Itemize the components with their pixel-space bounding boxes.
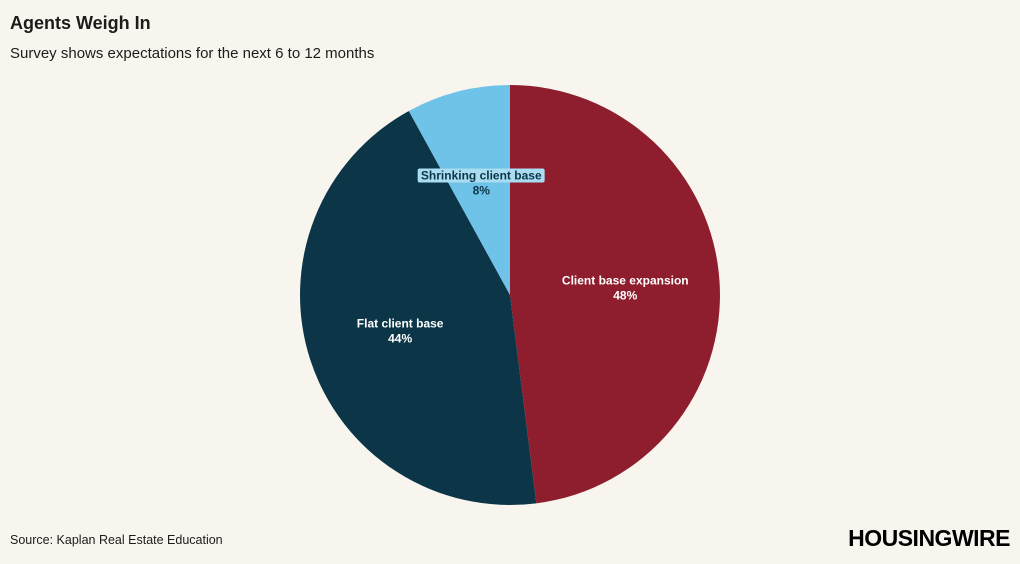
pie-slice-0[interactable] <box>510 85 720 504</box>
pie-chart <box>290 75 730 515</box>
pie-slice-2[interactable] <box>408 85 510 295</box>
pie-chart-svg <box>300 85 720 505</box>
pie-slice-1[interactable] <box>300 110 537 505</box>
housingwire-logo: HOUSINGWIRE <box>848 525 1010 551</box>
source-note: Source: Kaplan Real Estate Education <box>10 533 223 547</box>
chart-title: Agents Weigh In <box>10 13 151 33</box>
chart-subtitle: Survey shows expectations for the next 6… <box>10 45 375 62</box>
